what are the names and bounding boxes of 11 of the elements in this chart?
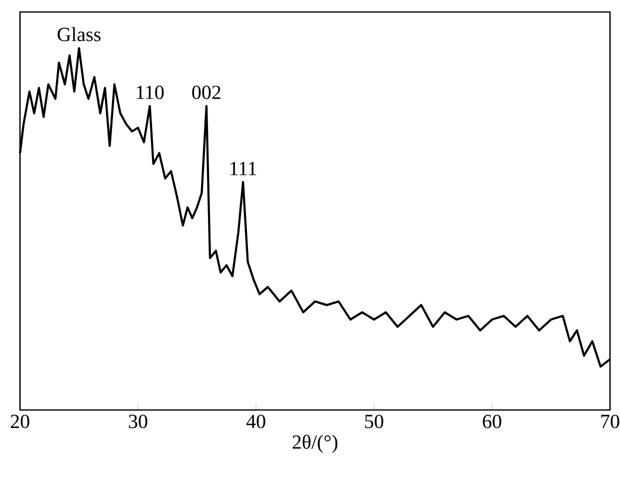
x-tick-label: 60 xyxy=(482,414,502,428)
x-tick-label: 50 xyxy=(365,414,384,428)
annotation: 111 xyxy=(230,162,256,176)
x-tick-label: 30 xyxy=(128,414,148,428)
annotation: Glass xyxy=(58,27,100,42)
x-tick-label: 40 xyxy=(246,414,266,428)
annotation: 002 xyxy=(192,86,220,100)
x-axis-title: 2θ/(°) xyxy=(292,434,338,453)
x-tick-label: 20 xyxy=(10,414,30,428)
annotation: 110 xyxy=(136,86,164,100)
x-tick-label: 70 xyxy=(601,414,620,428)
